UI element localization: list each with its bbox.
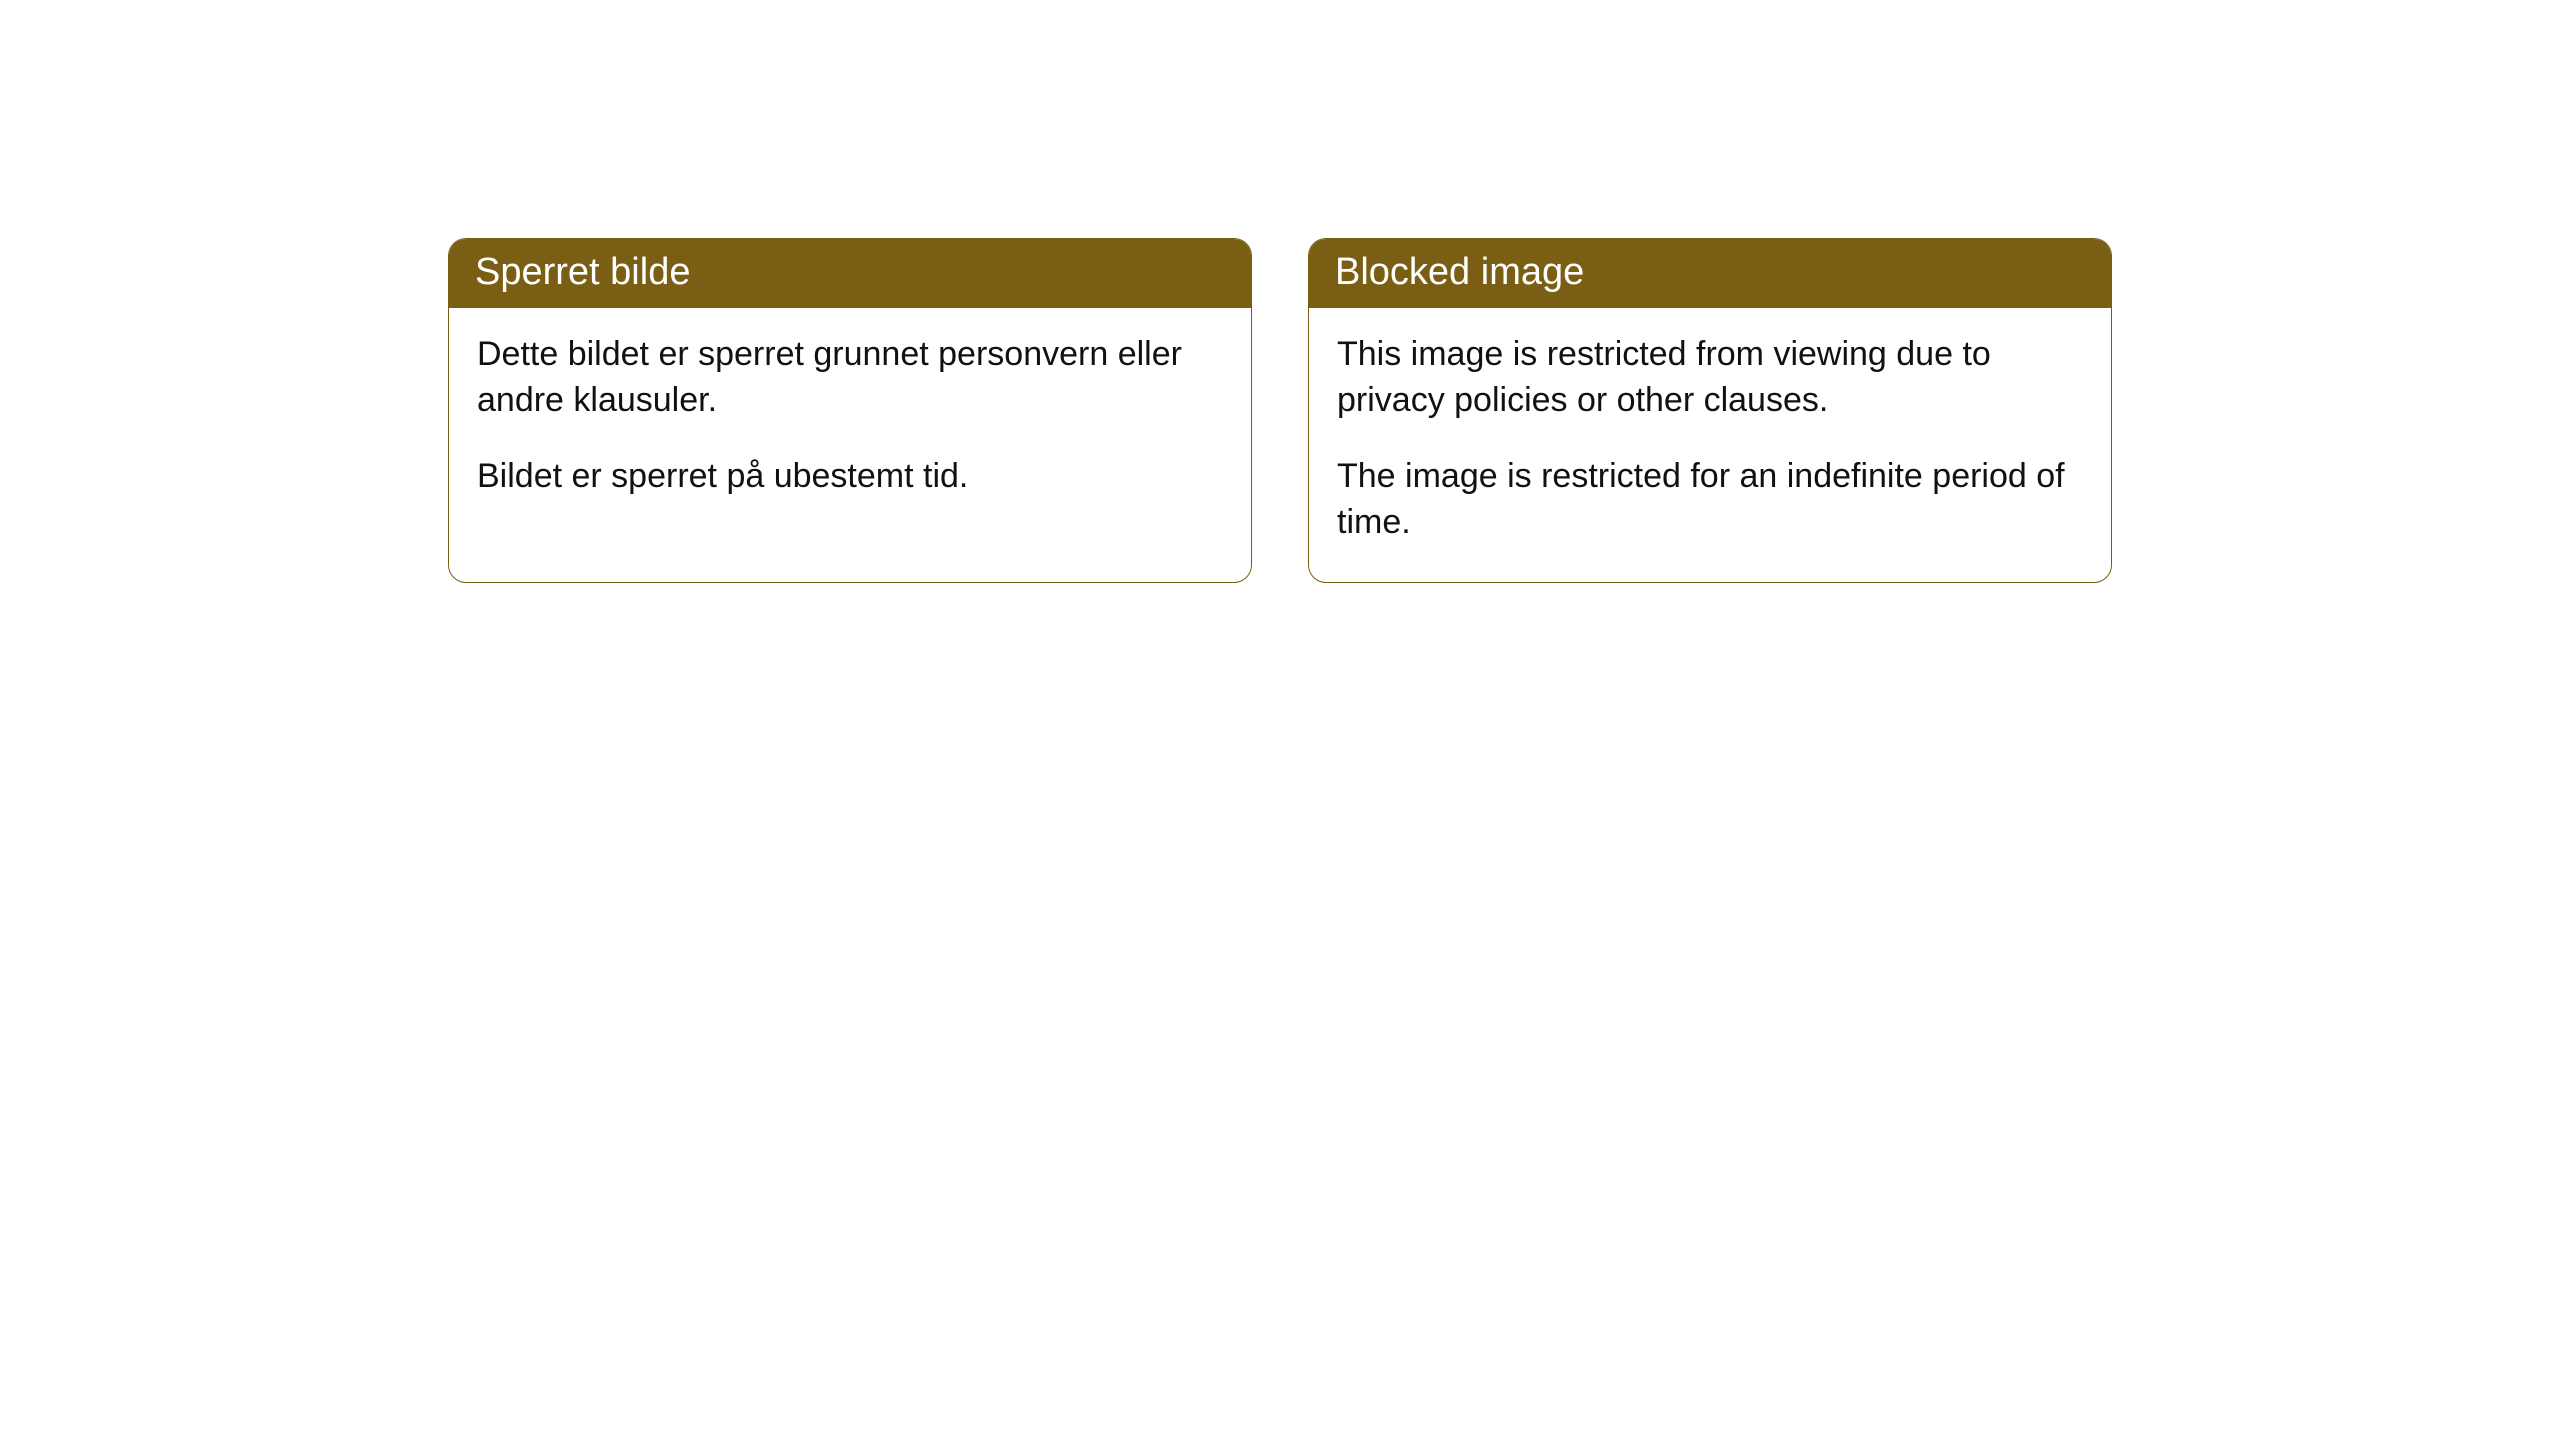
panel-text-english-line2: The image is restricted for an indefinit…	[1337, 454, 2083, 546]
panel-body-english: This image is restricted from viewing du…	[1309, 308, 2111, 582]
panel-english: Blocked image This image is restricted f…	[1308, 238, 2112, 583]
panel-text-english-line1: This image is restricted from viewing du…	[1337, 332, 2083, 424]
panel-header-english: Blocked image	[1309, 239, 2111, 308]
panel-header-norwegian: Sperret bilde	[449, 239, 1251, 308]
panel-text-norwegian-line1: Dette bildet er sperret grunnet personve…	[477, 332, 1223, 424]
panel-norwegian: Sperret bilde Dette bildet er sperret gr…	[448, 238, 1252, 583]
notice-container: Sperret bilde Dette bildet er sperret gr…	[0, 0, 2560, 583]
panel-text-norwegian-line2: Bildet er sperret på ubestemt tid.	[477, 454, 1223, 500]
panel-body-norwegian: Dette bildet er sperret grunnet personve…	[449, 308, 1251, 536]
